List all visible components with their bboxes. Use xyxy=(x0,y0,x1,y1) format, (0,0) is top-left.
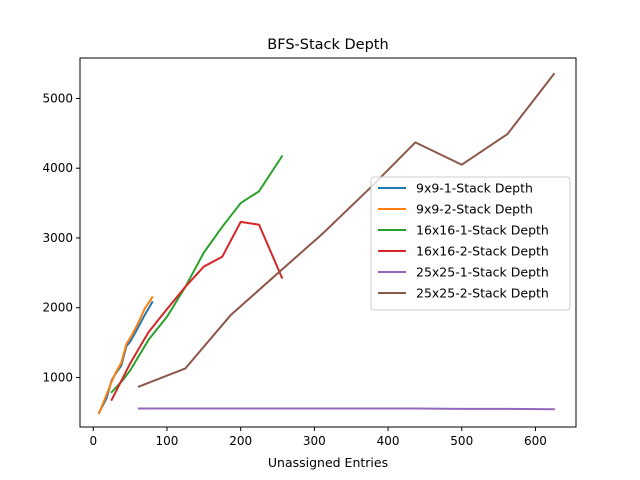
legend-label-5: 25x25-2-Stack Depth xyxy=(416,286,549,301)
x-tick-label: 600 xyxy=(524,434,547,448)
series-line-1 xyxy=(97,295,154,415)
axis-ticks: 0 100 200 300 400 500 600 1000 2000 3000 4000 5000 xyxy=(42,91,546,448)
y-tick-label: 3000 xyxy=(42,231,73,245)
legend-label-2: 16x16-1-Stack Depth xyxy=(416,223,549,238)
x-tick-label: 100 xyxy=(156,434,179,448)
series-line-3 xyxy=(110,220,284,402)
axes-frame xyxy=(79,57,577,428)
x-axis-label: Unassigned Entries xyxy=(268,455,388,470)
y-tick-label: 5000 xyxy=(42,91,73,105)
legend-label-3: 16x16-2-Stack Depth xyxy=(416,244,549,259)
legend-label-4: 25x25-1-Stack Depth xyxy=(416,265,549,280)
legend-label-0: 9x9-1-Stack Depth xyxy=(416,181,533,196)
series-line-5 xyxy=(137,72,556,388)
x-tick-label: 300 xyxy=(303,434,326,448)
plot-area xyxy=(97,72,556,415)
legend-label-1: 9x9-2-Stack Depth xyxy=(416,202,533,217)
chart-title: BFS-Stack Depth xyxy=(267,37,388,53)
x-tick-label: 0 xyxy=(89,434,97,448)
legend[interactable]: 9x9-1-Stack Depth 9x9-2-Stack Depth 16x16-… xyxy=(370,176,571,311)
series-line-4 xyxy=(137,407,555,411)
x-tick-label: 400 xyxy=(377,434,400,448)
legend-box xyxy=(370,176,571,311)
y-tick-label: 2000 xyxy=(42,301,73,315)
x-tick-label: 200 xyxy=(229,434,252,448)
y-tick-label: 4000 xyxy=(42,161,73,175)
x-tick-label: 500 xyxy=(450,434,473,448)
y-tick-label: 1000 xyxy=(42,370,73,384)
